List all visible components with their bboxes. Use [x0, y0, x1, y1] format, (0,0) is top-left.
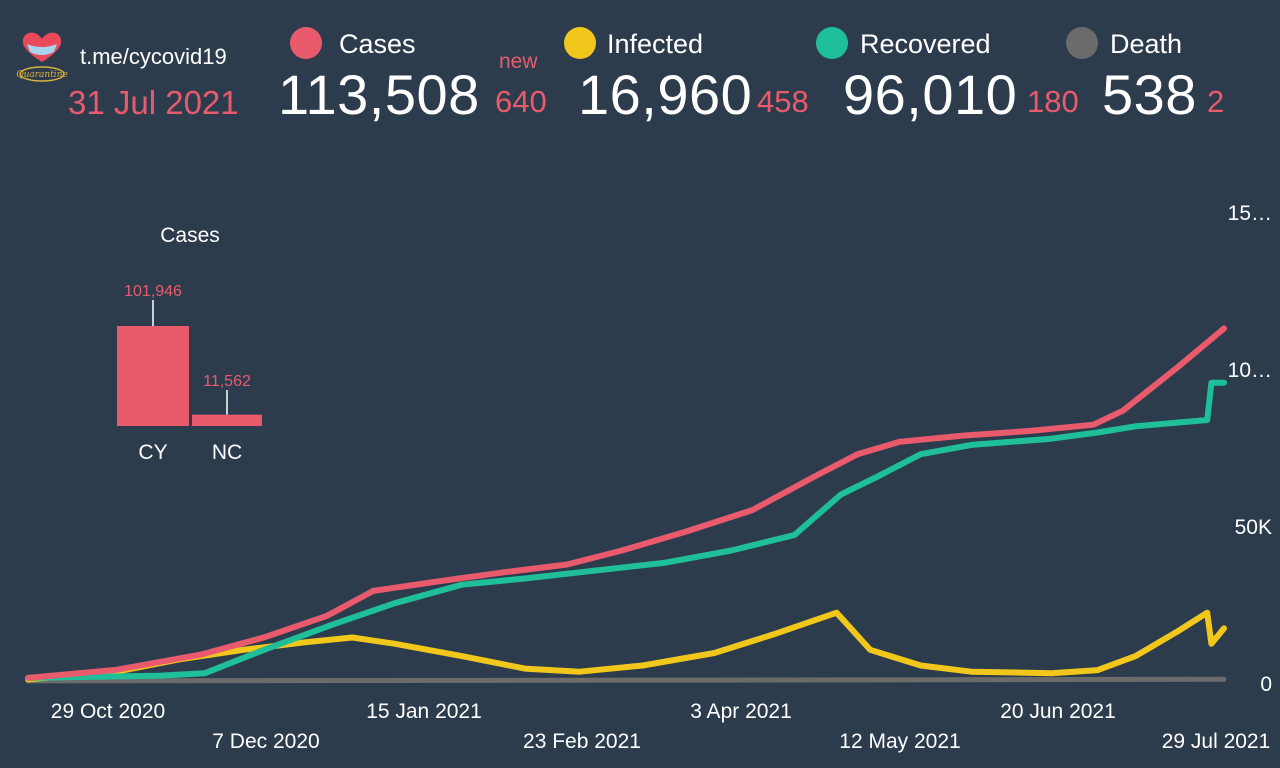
y-tick-label: 0 [1260, 673, 1272, 696]
y-tick-label: 10… [1228, 359, 1272, 382]
cyprus-heart-logo-icon: Quarantine [16, 32, 68, 82]
y-tick-label: 15… [1228, 202, 1272, 225]
report-date: 31 Jul 2021 [68, 84, 239, 121]
infected-label: Infected [607, 29, 704, 59]
x-tick-label: 23 Feb 2021 [523, 730, 641, 753]
infected-new: 458 [757, 84, 809, 119]
recovered-new: 180 [1027, 84, 1079, 119]
y-tick-label: 50K [1235, 516, 1272, 539]
death-series-line [25, 676, 1227, 684]
inset-category-label: CY [138, 441, 167, 464]
death-total: 538 [1102, 63, 1197, 126]
death-label: Death [1110, 29, 1183, 59]
recovered-series-line [25, 379, 1227, 681]
inset-category-label: NC [212, 441, 242, 464]
x-axis: 29 Oct 2020 7 Dec 2020 15 Jan 2021 23 Feb 2… [51, 700, 1271, 753]
recovered-label: Recovered [860, 29, 991, 59]
inset-value-label: 101,946 [124, 283, 182, 300]
inset-value-label: 11,562 [203, 373, 251, 390]
x-tick-label: 20 Jun 2021 [1000, 700, 1116, 723]
new-label: new [499, 50, 538, 73]
infected-total: 16,960 [578, 63, 753, 126]
logo-text: Quarantine [16, 70, 68, 80]
x-tick-label: 29 Oct 2020 [51, 700, 165, 723]
y-axis: 0 50K 10… 15… [1228, 202, 1272, 696]
x-tick-label: 3 Apr 2021 [690, 700, 792, 723]
cases-series-line [25, 325, 1227, 681]
death-new: 2 [1207, 84, 1225, 119]
recovered-legend-dot [816, 27, 848, 59]
region-cases-inset: Cases 101,946 CY 11,562 NC [117, 224, 262, 464]
infected-legend-dot [564, 27, 596, 59]
inset-bar-cy [117, 326, 189, 426]
cases-new: 640 [495, 84, 547, 119]
recovered-total: 96,010 [843, 63, 1018, 126]
inset-title: Cases [160, 224, 220, 247]
x-tick-label: 7 Dec 2020 [212, 730, 319, 753]
series-layer [25, 325, 1227, 684]
cases-total: 113,508 [278, 63, 480, 126]
cases-legend-dot [290, 27, 322, 59]
cases-label: Cases [339, 29, 416, 59]
x-tick-label: 29 Jul 2021 [1162, 730, 1271, 753]
x-tick-label: 12 May 2021 [839, 730, 960, 753]
death-legend-dot [1066, 27, 1098, 59]
telegram-channel-link[interactable]: t.me/cycovid19 [80, 44, 227, 69]
inset-bar-nc [192, 414, 262, 426]
x-tick-label: 15 Jan 2021 [366, 700, 482, 723]
infected-series-line [25, 609, 1227, 683]
